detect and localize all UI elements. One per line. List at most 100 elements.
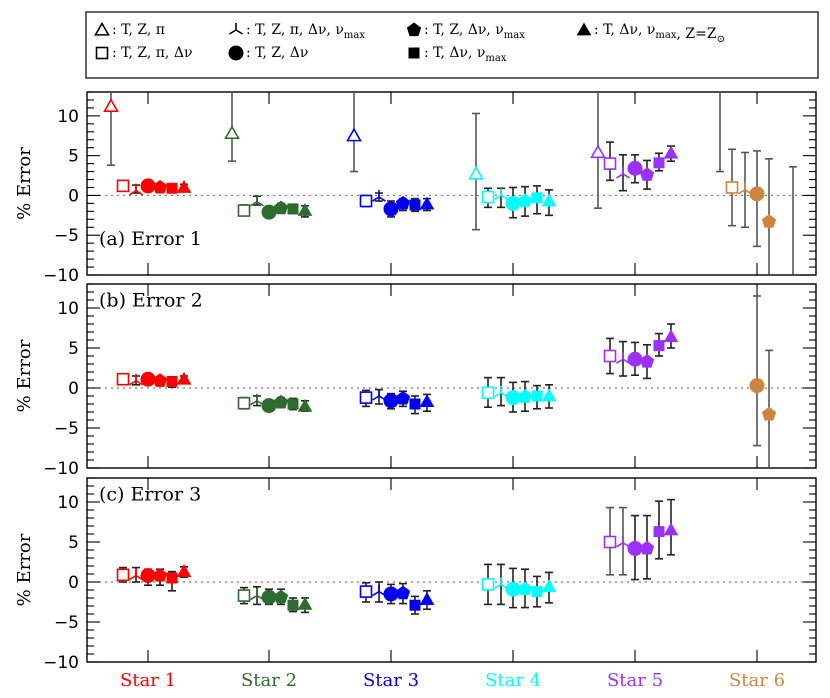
filled-triangle-marker [541,388,557,402]
filled-pentagon-marker [395,585,411,600]
y-axis-title: % Error [14,339,35,412]
filled-circle-marker [505,581,521,597]
y-tick-label: 5 [68,147,79,167]
filled-pentagon-marker [273,200,289,215]
filled-square-marker [409,199,421,211]
three-pointed-star-icon [229,23,243,35]
filled-pentagon-marker [761,214,777,228]
star-group-4 [481,376,557,413]
star-marker [129,373,143,386]
filled-pentagon-marker [152,373,168,387]
y-tick-label: 10 [57,299,79,319]
star-group-3 [359,388,435,415]
y-tick-label: −10 [43,266,79,286]
legend-label: : T, Z, Δν, νmax [424,22,525,41]
filled-pentagon-marker [273,394,289,409]
star-group-3 [359,581,435,615]
star-group-1 [103,92,192,196]
star-group-6 [749,295,777,468]
panel-label: (b) Error 2 [99,289,203,311]
filled-circle-marker [261,204,277,220]
filled-pentagon-marker [761,406,777,421]
panel-label: (c) Error 3 [99,483,201,505]
star-group-5 [590,92,679,209]
open-square-marker [116,372,130,386]
star-group-5 [603,323,679,380]
star-marker [250,194,264,207]
x-category-labels: Star 1 Star 2 Star 3 Star 4 Star 5 Star 6 [120,670,785,691]
legend-label: : T, Z, π, Δν, νmax [246,22,365,41]
filled-circle-marker [383,393,399,409]
filled-circle-icon [228,45,244,61]
y-tick-label: −10 [43,459,79,479]
category-label-star-5: Star 5 [607,670,663,691]
open-triangle-marker [103,98,119,112]
filled-triangle-marker [663,145,679,159]
filled-pentagon-marker [395,390,411,405]
star-marker [616,166,630,179]
open-square-marker [603,535,617,549]
open-square-marker [603,157,617,170]
filled-square-marker [166,376,178,388]
open-square-marker [481,386,495,400]
filled-circle-marker [505,195,521,211]
filled-circle-marker [749,378,765,394]
legend-label: : T, Δν, νmax [424,45,507,64]
filled-triangle-marker [541,579,557,593]
filled-pentagon-marker [395,195,411,210]
y-tick-label: 10 [57,493,79,513]
panel-b: −10 −5 0 5 10 % Error (b) Error 2 [14,283,817,479]
filled-square-marker [409,398,421,410]
filled-pentagon-marker [517,193,533,208]
open-square-marker [359,585,373,598]
legend-item: : T, Z, Δν [228,45,308,61]
star-group-4 [481,563,557,609]
filled-pentagon-marker [273,589,289,604]
open-square-marker [725,181,739,194]
open-triangle-marker [224,125,240,140]
star-marker [129,183,143,196]
category-label-star-6: Star 6 [729,670,785,691]
filled-pentagon-icon [406,22,422,37]
filled-pentagon-marker [517,389,533,403]
legend-item: : T, Δν, νmax [408,45,507,64]
filled-triangle-icon [576,22,592,36]
open-square-marker [237,204,251,217]
open-square-marker [481,578,495,591]
star-group-2 [237,585,313,614]
filled-square-marker [166,182,178,194]
filled-triangle-marker [176,564,192,577]
y-tick-label: −5 [54,419,79,439]
filled-circle-marker [140,371,156,387]
open-triangle-marker [468,165,484,180]
filled-square-marker [653,157,665,169]
filled-circle-marker [627,351,643,367]
filled-square-marker [287,398,299,410]
open-square-marker [116,179,130,193]
plot-frame [86,283,817,469]
filled-circle-marker [627,160,643,176]
filled-triangle-marker [176,371,192,385]
filled-circle-marker [140,568,156,584]
star-group-4 [468,112,557,231]
filled-square-marker [653,526,665,538]
filled-circle-marker [627,540,643,556]
category-label-star-1: Star 1 [120,670,176,691]
legend-item: : T, Z, π, Δν, νmax [229,22,365,41]
filled-triangle-marker [663,329,679,343]
filled-pentagon-marker [639,167,655,181]
filled-triangle-marker [541,193,557,207]
data-points [116,295,777,468]
y-tick-label: 5 [68,533,79,553]
category-label-star-2: Star 2 [241,670,297,691]
filled-triangle-marker [419,592,435,605]
legend-label: : T, Z, π [112,22,165,38]
open-square-marker [237,589,251,602]
panel-a: −10 −5 0 5 10 % Error (a) Error 1 [14,91,817,286]
filled-circle-marker [383,201,399,217]
category-label-star-3: Star 3 [363,670,419,691]
open-triangle-marker [590,144,606,159]
filled-pentagon-marker [152,568,168,582]
